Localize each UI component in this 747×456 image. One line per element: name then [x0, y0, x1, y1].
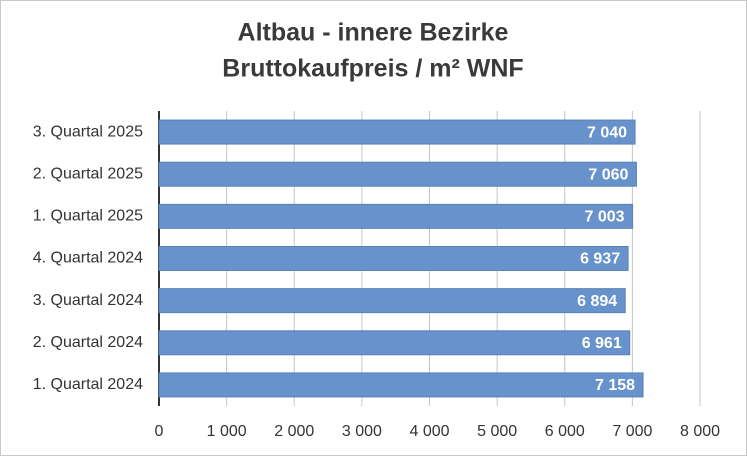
bar: [158, 372, 644, 398]
x-tick-label: 1 000: [207, 423, 247, 440]
bar: [158, 246, 629, 271]
y-tick-label: 3. Quartal 2024: [33, 292, 143, 309]
chart-title: Bruttokaufpreis / m² WNF: [222, 55, 523, 83]
x-tick-label: 8 000: [680, 423, 720, 440]
bar: [158, 288, 626, 314]
value-label: 7 158: [595, 377, 635, 394]
bar: [158, 203, 634, 229]
x-tick-label: 2 000: [274, 423, 314, 440]
x-tick-label: 5 000: [477, 423, 517, 440]
bar: [158, 119, 636, 145]
y-tick-label: 2. Quartal 2024: [33, 334, 143, 351]
y-tick-label: 3. Quartal 2025: [33, 123, 143, 140]
value-label: 6 961: [582, 335, 622, 352]
chart-title: Altbau - innere Bezirke: [238, 19, 509, 47]
x-tick-label: 6 000: [545, 423, 585, 440]
x-tick-label: 4 000: [409, 423, 449, 440]
y-tick-label: 4. Quartal 2024: [33, 250, 143, 267]
value-label: 7 060: [588, 166, 628, 183]
x-tick-label: 3 000: [342, 423, 382, 440]
value-label: 7 003: [585, 209, 625, 226]
y-tick-label: 1. Quartal 2024: [33, 376, 143, 393]
value-label: 6 894: [577, 293, 617, 310]
value-label: 6 937: [580, 251, 620, 268]
bar: [158, 330, 631, 356]
y-tick-label: 2. Quartal 2025: [33, 165, 143, 182]
y-tick-label: 1. Quartal 2025: [33, 208, 143, 225]
bar: [158, 161, 637, 187]
x-tick-label: 7 000: [612, 423, 652, 440]
value-label: 7 040: [587, 124, 627, 141]
x-tick-label: 0: [155, 423, 164, 440]
